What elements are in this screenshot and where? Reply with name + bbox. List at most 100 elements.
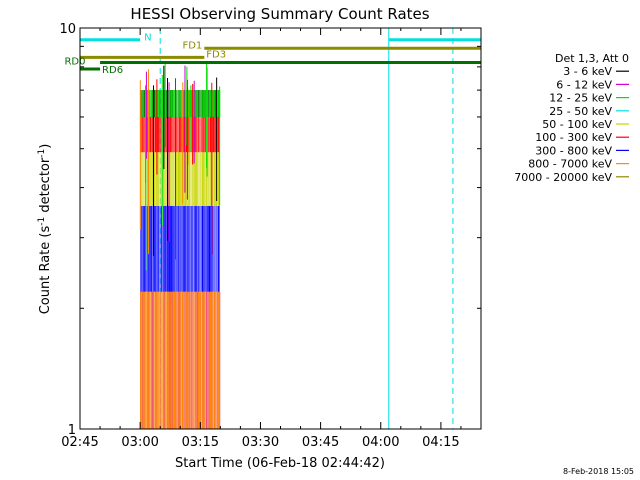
data-band-segment [151, 152, 153, 206]
data-band-segment [183, 152, 185, 206]
data-band-segment [188, 205, 190, 292]
data-band-segment [204, 291, 206, 429]
data-band-segment [142, 152, 144, 206]
y-axis-label-superscript: -1 [37, 149, 47, 158]
data-band-segment [202, 152, 203, 206]
data-band-segment [153, 291, 155, 429]
x-tick-label: 02:45 [61, 435, 98, 450]
data-band-segment [167, 291, 169, 429]
data-band-segment [172, 152, 173, 206]
data-band-segment [160, 152, 162, 206]
data-band-segment [189, 205, 191, 292]
data-band-segment [171, 291, 173, 429]
data-band-segment [169, 205, 171, 292]
data-band-segment [214, 90, 216, 117]
data-band-segment [174, 291, 176, 429]
y-axis-label-part: detector [38, 157, 53, 217]
y-axis-label: Count Rate (s-1 detector-1) [37, 144, 53, 315]
data-band-segment [191, 116, 193, 153]
data-band-segment [195, 90, 197, 117]
data-band-segment [150, 291, 152, 429]
data-band-segment [198, 90, 200, 117]
data-band-segment [159, 205, 161, 292]
data-band-segment [181, 205, 183, 292]
flag-label: RD0 [64, 57, 85, 68]
data-band-segment [172, 291, 173, 429]
data-band-segment [197, 152, 199, 206]
data-band-segment [167, 205, 169, 292]
data-band-segment [165, 116, 167, 153]
data-band-segment [158, 291, 160, 429]
data-band-segment [200, 205, 202, 292]
data-band-segment [218, 90, 220, 117]
flag-label: RD6 [102, 65, 123, 76]
data-band-segment [143, 152, 145, 206]
data-band-segment [159, 116, 161, 153]
data-band-segment [147, 291, 149, 429]
data-band-segment [212, 152, 213, 206]
data-band-segment [208, 90, 210, 117]
data-band-segment [216, 291, 218, 429]
data-band-segment [156, 152, 158, 206]
data-band-segment [164, 205, 166, 292]
data-band-segment [195, 205, 197, 292]
data-band-segment [152, 291, 154, 429]
data-band-segment [157, 291, 159, 429]
legend-header: Det 1,3, Att 0 [555, 52, 629, 65]
data-band-segment [199, 116, 201, 153]
data-band-segment [157, 152, 159, 206]
data-band-segment [155, 152, 156, 206]
data-band-segment [140, 205, 141, 292]
data-band-segment [144, 205, 146, 292]
data-band-segment [176, 90, 178, 117]
data-band-segment [189, 291, 191, 429]
data-band-segment [151, 116, 153, 153]
data-band-segment [166, 116, 168, 153]
data-band-segment [212, 116, 214, 153]
data-band-segment [195, 291, 196, 429]
plot-area: N FD1 FD3 RD0 RD6 [64, 28, 481, 429]
data-band-segment [172, 205, 174, 292]
data-band-segment [200, 291, 202, 429]
data-band-segment [200, 116, 202, 153]
data-band-segment [163, 291, 165, 429]
data-band-segment [203, 205, 204, 292]
data-band-segment [177, 90, 179, 117]
data-band-segment [192, 205, 194, 292]
data-band-segment [143, 116, 145, 153]
legend-label: 800 - 7000 keV [528, 158, 612, 171]
data-band-segment [180, 152, 182, 206]
data-band-segment [141, 90, 142, 117]
data-band-segment [211, 291, 213, 429]
data-band-segment [215, 291, 217, 429]
data-band-segment [171, 90, 173, 117]
data-band-segment [159, 90, 161, 117]
data-band-segment [149, 291, 151, 429]
data-band-segment [149, 90, 151, 117]
data-band-segment [218, 205, 220, 292]
data-band-segment [207, 90, 209, 117]
data-band-segment [210, 205, 211, 292]
data-band-segment [179, 205, 180, 292]
data-band-segment [147, 90, 148, 117]
data-band-segment [203, 116, 204, 153]
data-band-segment [165, 90, 167, 117]
data-band-segment [151, 291, 153, 429]
data-band-segment [164, 291, 165, 429]
data-band-segment [141, 291, 143, 429]
data-band-segment [210, 291, 212, 429]
x-tick-label: 04:15 [422, 435, 459, 450]
data-band-segment [207, 152, 209, 206]
data-band-segment [161, 205, 163, 292]
data-band-segment [183, 291, 185, 429]
data-band-segment [160, 116, 162, 153]
data-band-segment [174, 116, 176, 153]
data-band-segment [176, 291, 178, 429]
data-band-segment [189, 152, 191, 206]
data-band-segment [181, 116, 183, 153]
data-band-segment [177, 205, 179, 292]
data-band-segment [214, 152, 216, 206]
data-band-segment [164, 152, 165, 206]
data-band-segment [181, 291, 183, 429]
data-band-segment [190, 152, 192, 206]
